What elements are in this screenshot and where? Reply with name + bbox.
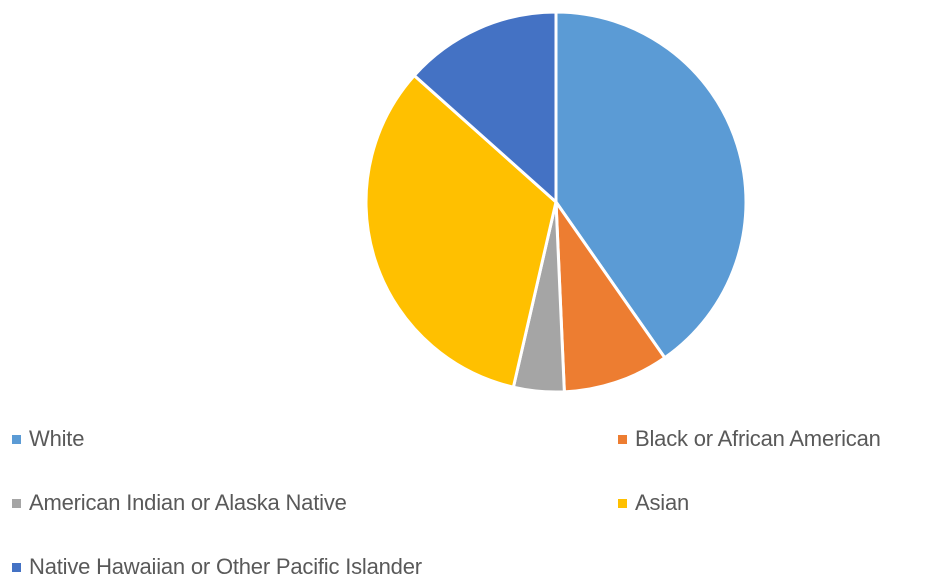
pie-slice-black-or-african-american: [554, 200, 667, 394]
legend-label-black-or-african-american: Black or African American: [635, 426, 881, 451]
legend-swatch-native-hawaiian-or-other-pacific-islander: [12, 562, 21, 572]
legend-item-native-hawaiian-or-other-pacific-islander: Native Hawaiian or Other Pacific Islande…: [12, 553, 422, 581]
pie-slice-native-hawaiian-or-other-pacific-islander: [412, 10, 558, 204]
legend-label-white: White: [29, 426, 85, 451]
legend-item-black-or-african-american: Black or African American: [618, 425, 881, 453]
legend-label-asian: Asian: [635, 490, 690, 515]
legend-label-native-hawaiian-or-other-pacific-islander: Native Hawaiian or Other Pacific Islande…: [29, 554, 422, 579]
legend-swatch-white: [12, 434, 21, 444]
legend-swatch-american-indian-or-alaska-native: [12, 498, 21, 508]
legend-swatch-black-or-african-american: [618, 434, 627, 444]
pie-slices: [364, 10, 748, 394]
legend-swatch-asian: [618, 498, 627, 508]
legend-item-white: White: [12, 425, 84, 453]
legend-item-american-indian-or-alaska-native: American Indian or Alaska Native: [12, 489, 347, 517]
legend-item-asian: Asian: [618, 489, 689, 517]
legend-label-american-indian-or-alaska-native: American Indian or Alaska Native: [29, 490, 347, 515]
pie-slice-white: [554, 10, 748, 360]
pie-slice-asian: [364, 73, 558, 389]
